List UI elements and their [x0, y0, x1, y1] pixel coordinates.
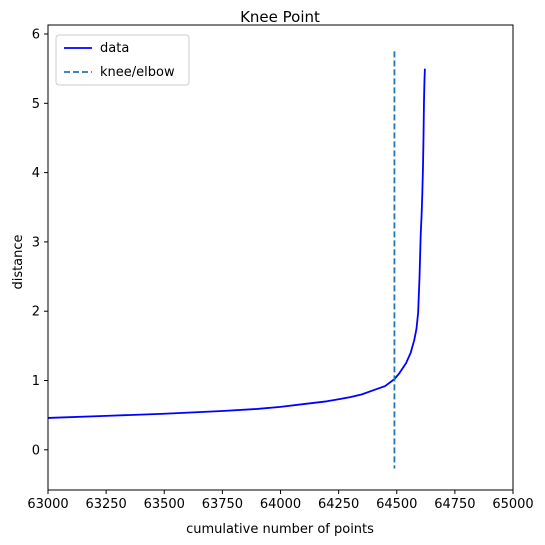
y-axis-ticks: 0 1 2 3 4 5 6 [32, 28, 48, 459]
legend-knee-label: knee/elbow [100, 65, 175, 80]
x-axis-label: cumulative number of points [186, 522, 374, 537]
x-axis-ticks: 63000 63250 63500 63750 64000 64250 64500 64750… [27, 490, 533, 512]
y-tick-label: 4 [32, 166, 40, 181]
x-tick-label: 63750 [202, 497, 243, 512]
x-tick-label: 63000 [27, 497, 68, 512]
chart-title: Knee Point [240, 8, 320, 26]
legend-data-label: data [100, 41, 129, 56]
x-tick-label: 64500 [376, 497, 417, 512]
x-tick-label: 64000 [260, 497, 301, 512]
plot-area [48, 51, 425, 468]
y-tick-label: 1 [32, 374, 40, 389]
y-tick-label: 5 [32, 97, 40, 112]
x-tick-label: 63500 [144, 497, 185, 512]
series-line-data [48, 69, 425, 418]
x-tick-label: 64750 [434, 497, 475, 512]
legend: data knee/elbow [56, 35, 189, 85]
x-tick-label: 65000 [492, 497, 533, 512]
x-tick-label: 64250 [318, 497, 359, 512]
y-tick-label: 0 [32, 443, 40, 458]
y-axis-label: distance [11, 234, 26, 289]
y-tick-label: 6 [32, 28, 40, 43]
y-tick-label: 2 [32, 305, 40, 320]
plot-frame [48, 25, 513, 490]
y-tick-label: 3 [32, 235, 40, 250]
x-tick-label: 63250 [85, 497, 126, 512]
